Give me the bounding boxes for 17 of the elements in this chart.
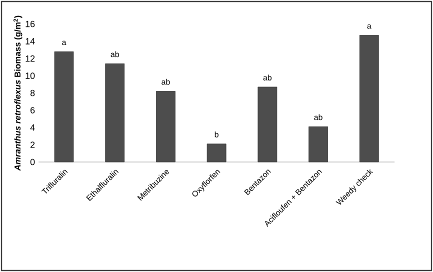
bar: [206, 144, 226, 162]
bar: [156, 91, 176, 162]
y-tick-label: 12: [26, 55, 35, 62]
y-tick-label: 16: [26, 20, 35, 28]
y-tick-label: 14: [26, 38, 35, 44]
bar: [54, 51, 74, 162]
y-tick-label: 10: [26, 72, 35, 79]
y-tick-label: 4: [30, 124, 35, 131]
y-tick-label: 2: [30, 142, 35, 148]
bar: [308, 126, 328, 162]
y-tick-label: 6: [30, 107, 35, 114]
bar: [359, 35, 379, 162]
y-tick-label: 0: [30, 158, 35, 166]
y-tick-label: 8: [30, 90, 35, 96]
y-axis-title: Amranthus retroflexus Biomass (g/m$^{2}$): [13, 16, 22, 171]
bar: [258, 86, 278, 162]
bar: [105, 63, 125, 162]
